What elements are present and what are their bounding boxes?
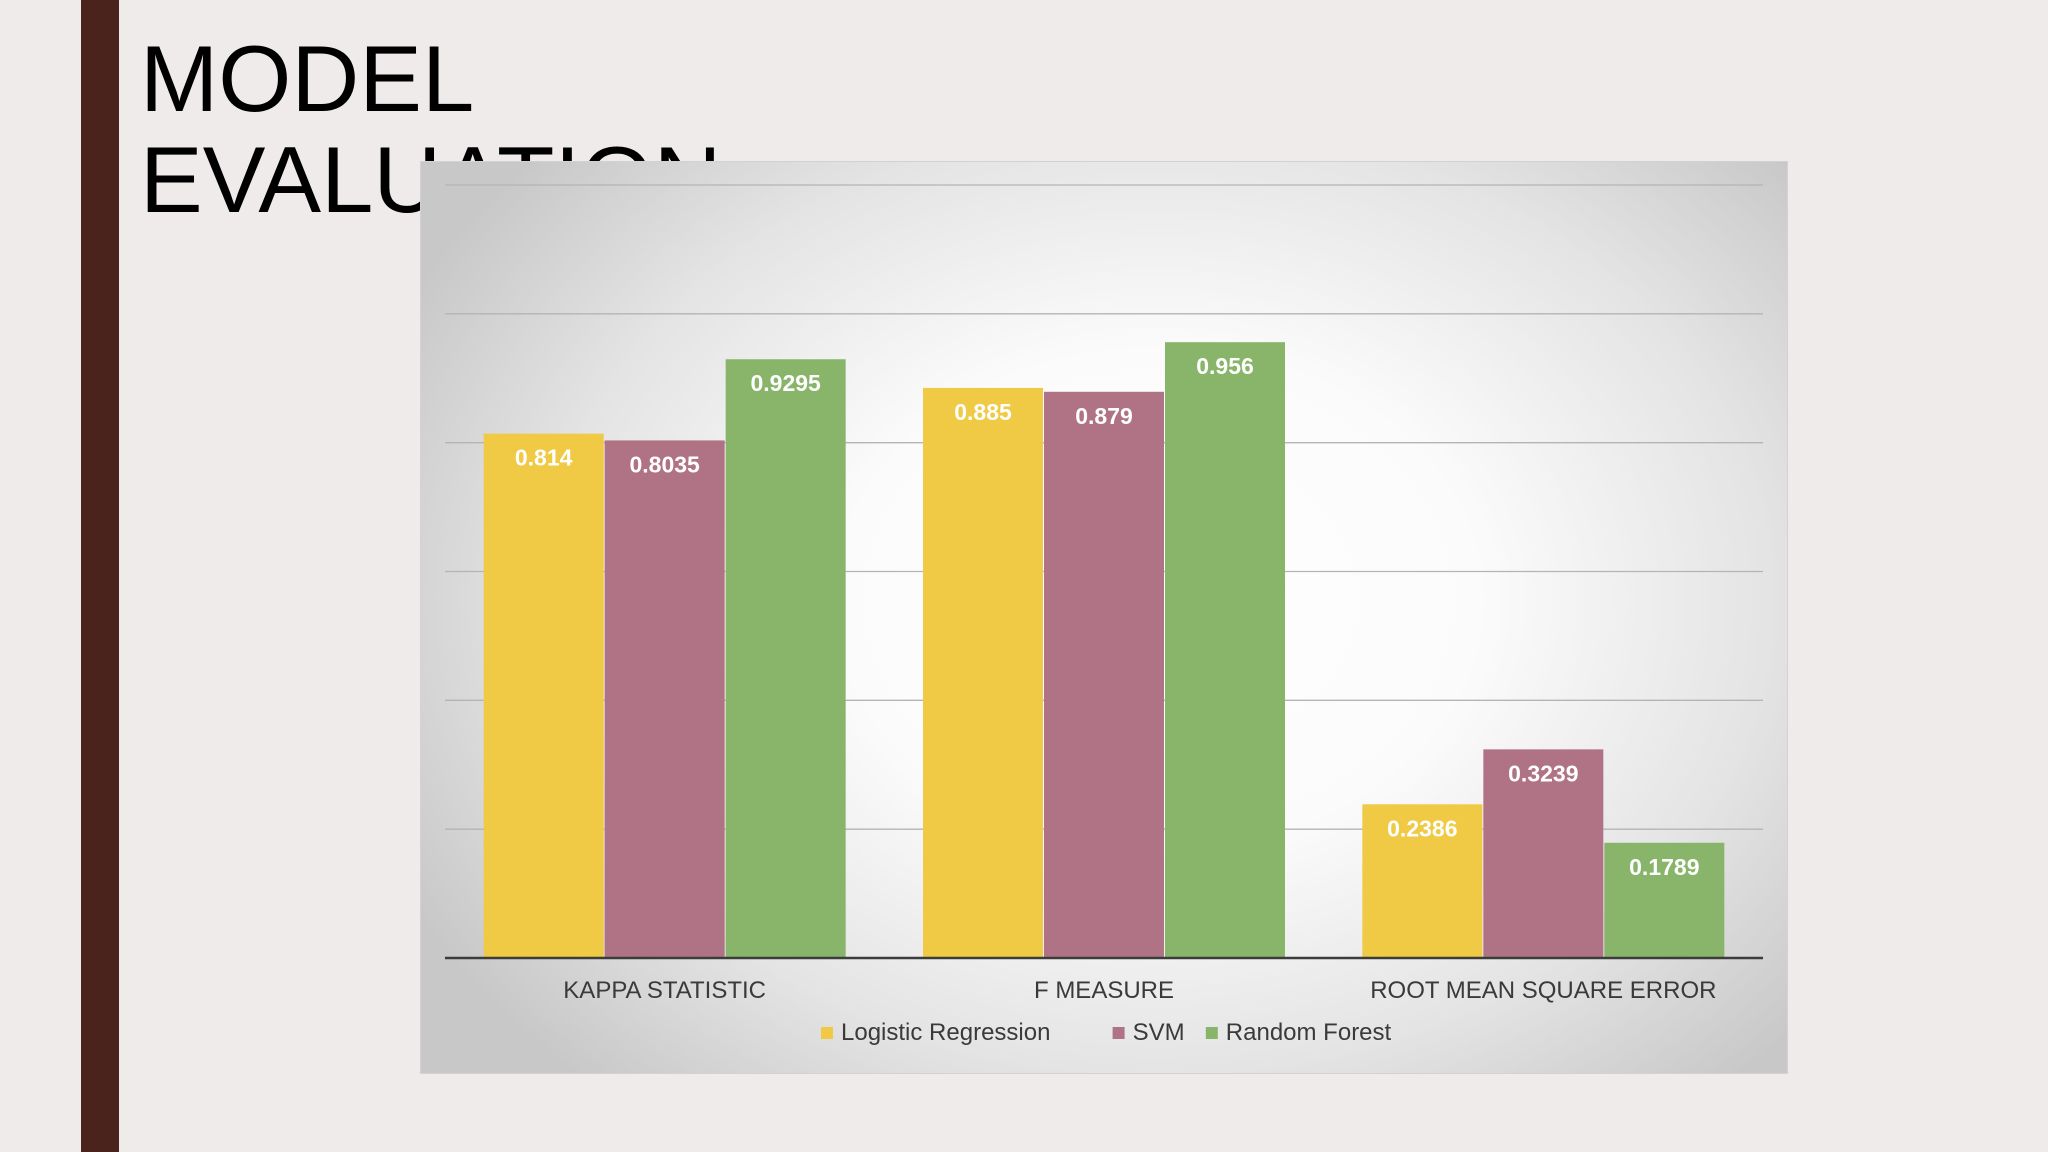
bar-value-label: 0.2386 — [1387, 815, 1457, 841]
bar-value-label: 0.3239 — [1508, 760, 1578, 786]
legend-swatch — [1112, 1027, 1125, 1039]
bar — [483, 433, 604, 959]
legend-label: Random Forest — [1226, 1019, 1392, 1046]
category-label: ROOT MEAN SQUARE ERROR — [1370, 977, 1716, 1004]
legend-swatch — [1205, 1027, 1218, 1039]
bar — [1604, 842, 1725, 958]
bar-value-label: 0.879 — [1075, 403, 1133, 429]
legend-label: Logistic Regression — [841, 1019, 1050, 1046]
bar — [604, 440, 725, 958]
bar — [1044, 391, 1164, 959]
bar-value-label: 0.885 — [954, 399, 1012, 425]
chart-area: 0.814 0.8035 0.9295 KAPPA STATISTIC 0.885 0.8… — [420, 161, 1788, 1074]
legend-label: SVM — [1133, 1019, 1185, 1046]
category-label: KAPPA STATISTIC — [563, 977, 766, 1004]
bar — [923, 387, 1043, 959]
category-label: F MEASURE — [1034, 977, 1174, 1004]
bar-value-label: 0.1789 — [1629, 854, 1699, 880]
bar-chart: 0.814 0.8035 0.9295 KAPPA STATISTIC 0.885 0.8… — [445, 184, 1763, 1046]
bar-value-label: 0.9295 — [750, 370, 821, 396]
bar-value-label: 0.814 — [515, 445, 573, 471]
bar — [1483, 749, 1604, 958]
bar — [1362, 804, 1483, 958]
bar-value-label: 0.8035 — [629, 451, 700, 477]
left-accent-bar — [81, 0, 119, 1152]
bar — [725, 359, 846, 958]
legend-swatch — [821, 1027, 833, 1039]
bar — [1165, 342, 1285, 959]
bar-value-label: 0.956 — [1196, 353, 1254, 379]
